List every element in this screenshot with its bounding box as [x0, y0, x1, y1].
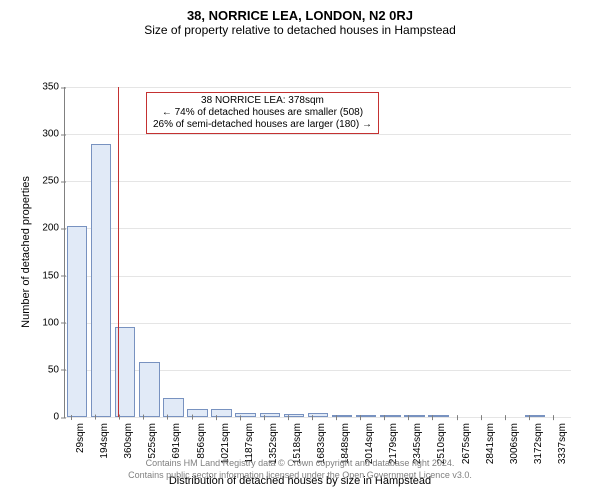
gridline: [65, 228, 571, 229]
x-tick-label: 856sqm: [196, 423, 207, 459]
annotation-line: 26% of semi-detached houses are larger (…: [153, 119, 372, 131]
credit-line-1: Contains HM Land Registry data © Crown c…: [0, 458, 600, 470]
histogram-bar: [332, 415, 352, 417]
histogram-bar: [284, 414, 304, 417]
chart-title: 38, NORRICE LEA, LONDON, N2 0RJ: [0, 0, 600, 23]
gridline: [65, 181, 571, 182]
gridline: [65, 276, 571, 277]
y-tick-label: 350: [42, 82, 65, 93]
y-tick-label: 0: [53, 412, 65, 423]
y-tick-label: 300: [42, 129, 65, 140]
y-tick-label: 50: [48, 364, 65, 375]
annotation-line: 38 NORRICE LEA: 378sqm: [153, 95, 372, 107]
histogram-bar: [211, 409, 231, 417]
histogram-bar: [308, 413, 328, 417]
y-tick-label: 150: [42, 270, 65, 281]
plot-area: 05010015020025030035029sqm194sqm360sqm52…: [64, 87, 571, 418]
y-tick-label: 250: [42, 176, 65, 187]
credit-line-2: Contains public sector information licen…: [0, 470, 600, 482]
histogram-bar: [187, 409, 207, 417]
histogram-bar: [260, 413, 280, 417]
y-tick-label: 200: [42, 223, 65, 234]
x-tick-label: 360sqm: [123, 423, 134, 459]
property-marker-line: [118, 87, 119, 417]
chart-container: 38, NORRICE LEA, LONDON, N2 0RJ Size of …: [0, 0, 600, 500]
annotation-box: 38 NORRICE LEA: 378sqm← 74% of detached …: [146, 92, 379, 134]
credit-text: Contains HM Land Registry data © Crown c…: [0, 458, 600, 481]
gridline: [65, 87, 571, 88]
x-tick-label: 29sqm: [75, 423, 86, 453]
histogram-bar: [91, 144, 111, 417]
x-tick-label: 525sqm: [147, 423, 158, 459]
gridline: [65, 323, 571, 324]
annotation-line: ← 74% of detached houses are smaller (50…: [153, 107, 372, 119]
x-tick-label: 691sqm: [171, 423, 182, 459]
y-axis-label: Number of detached properties: [20, 176, 32, 328]
histogram-bar: [235, 413, 255, 417]
chart-subtitle: Size of property relative to detached ho…: [0, 23, 600, 37]
histogram-bar: [139, 362, 159, 417]
gridline: [65, 417, 571, 418]
y-tick-label: 100: [42, 317, 65, 328]
histogram-bar: [67, 226, 87, 417]
histogram-bar: [525, 415, 545, 417]
x-tick-label: 194sqm: [99, 423, 110, 459]
gridline: [65, 134, 571, 135]
histogram-bar: [356, 415, 376, 417]
